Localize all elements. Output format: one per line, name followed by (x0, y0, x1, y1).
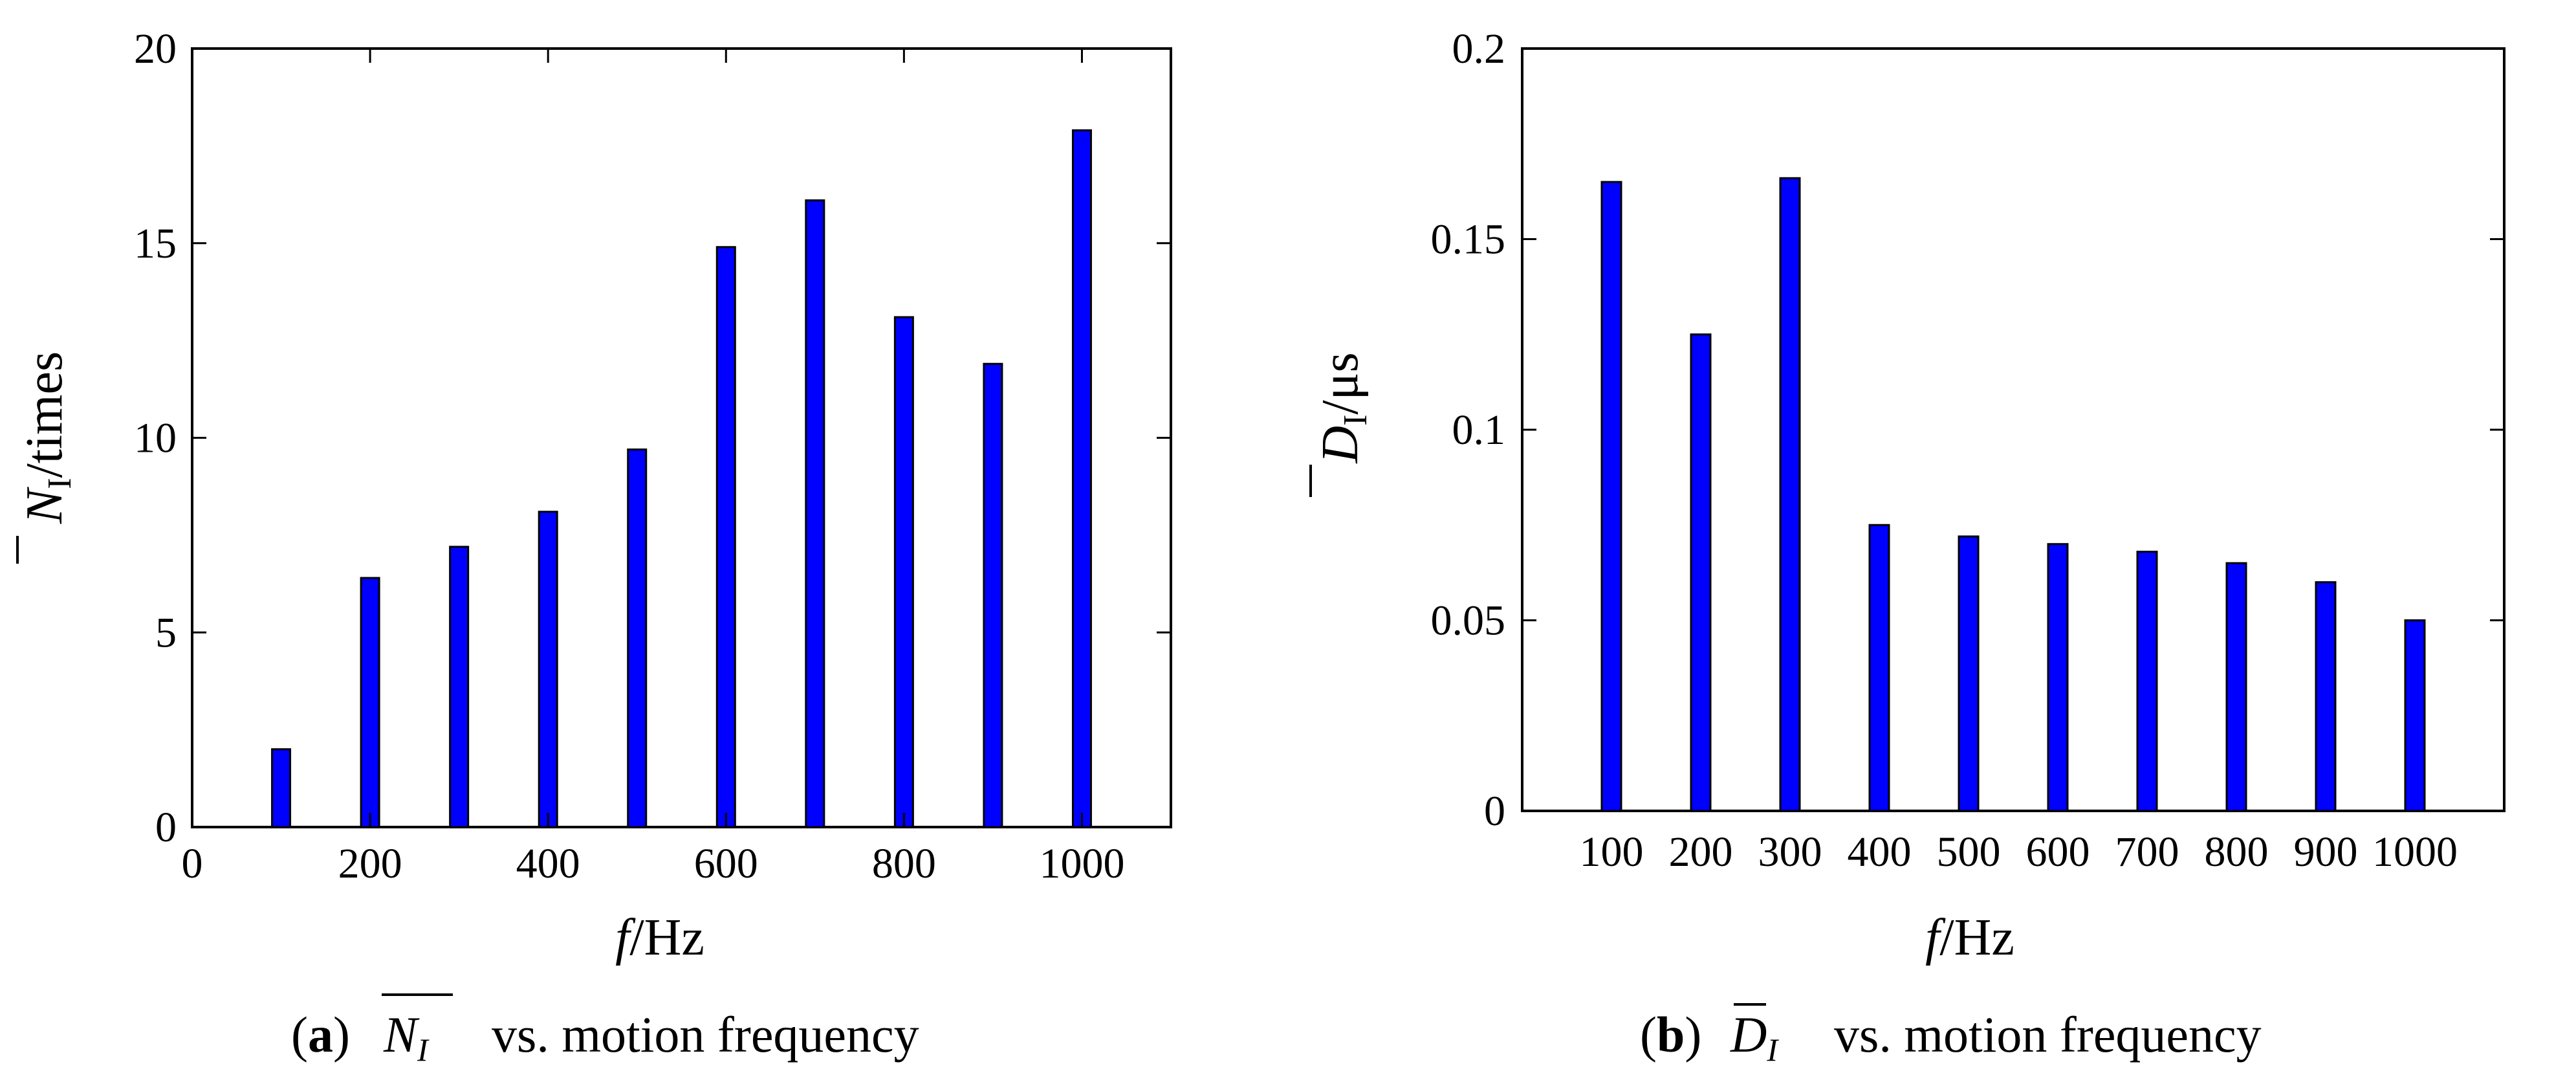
panel-a-bar-800 (893, 316, 914, 828)
panel-a-bar-900 (983, 362, 1003, 828)
panel-a-x-tick-label: 600 (694, 840, 758, 887)
panel-a-y-axis-label: NI/times (16, 351, 78, 564)
panel-b-caption: (b) DI vs. motion frequency (1640, 1003, 2262, 1068)
panel-b-bar-300 (1779, 177, 1801, 812)
panel-a-y-tick-label: 0 (155, 804, 177, 851)
panel-b-x-tick-label: 100 (1580, 828, 1644, 876)
panel-a-x-tick-label: 0 (182, 840, 203, 887)
panel-b-y-label-unit: /μs (1312, 352, 1369, 414)
panel-b-y-tick-label: 0.05 (1431, 597, 1506, 645)
panel-b-bar-900 (2315, 581, 2337, 812)
panel-b-bar-600 (2047, 543, 2069, 812)
panel-a-y-tick-label: 10 (134, 415, 177, 462)
panel-b-y-label-symbol: D (1312, 426, 1369, 464)
panel-b-x-tick-label: 800 (2205, 828, 2269, 876)
svg-text:DI/μs: DI/μs (1312, 352, 1374, 463)
panel-b-x-tick-label: 600 (2026, 828, 2090, 876)
panel-a-bar-400 (538, 511, 558, 828)
panel-b-bar-1000 (2404, 619, 2426, 812)
panel-b-y-tick-label: 0.2 (1452, 25, 1506, 72)
panel-a-y-tick-label: 15 (134, 220, 177, 267)
panel-a-bar-600 (715, 246, 736, 828)
panel-b-x-tick-label: 1000 (2372, 828, 2458, 876)
panel-b-bar-200 (1690, 333, 1712, 812)
panel-b-bar-100 (1600, 181, 1622, 812)
panel-b-x-tick-label: 400 (1848, 828, 1912, 876)
panel-b-y-label-subscript: I (1337, 415, 1374, 426)
panel-b-bar-500 (1958, 535, 1980, 812)
panel-a-bar-700 (805, 199, 825, 828)
panel-a-y-label-subscript: I (41, 478, 78, 489)
panel-a-bar-100 (271, 748, 292, 828)
panel-b-y-axis-label: DI/μs (1309, 352, 1374, 497)
panel-a-x-tick-label: 400 (516, 840, 580, 887)
svg-text:NI/times: NI/times (16, 351, 78, 524)
panel-a-caption: (a) NI vs. motion frequency (291, 993, 919, 1068)
panel-b-bar-400 (1868, 524, 1890, 812)
panel-b-y-tick-label: 0.15 (1431, 216, 1506, 263)
panel-b-x-tick-label: 900 (2294, 828, 2358, 876)
panel-b-bar-800 (2225, 562, 2247, 812)
panel-a-bar-500 (627, 448, 648, 828)
panel-a-x-axis-label: f/Hz (615, 909, 704, 966)
panel-a-plot-frame (191, 47, 1172, 828)
panel-b-x-tick-label: 700 (2115, 828, 2179, 876)
panel-b-x-tick-label: 300 (1758, 828, 1822, 876)
panel-a-y-label-unit: /times (16, 351, 73, 478)
panel-a-y-tick-label: 5 (155, 609, 177, 656)
panel-b-chart: 0 0.05 0.1 0.15 0.2 100 200 300 400 500 600 700 800… (1309, 25, 2505, 1068)
panel-a-bar-200 (360, 577, 380, 828)
panel-b-plot-frame (1521, 47, 2505, 812)
panel-b-y-tick-label: 0 (1484, 788, 1505, 835)
panel-a-y-label-symbol: N (16, 486, 73, 524)
panel-b-x-axis-label: f/Hz (1925, 909, 2014, 966)
panel-b-y-tick-label: 0.1 (1452, 406, 1506, 454)
panel-a-bar-1000 (1071, 129, 1092, 828)
panel-a-x-tick-label: 800 (872, 840, 936, 887)
panel-b-bar-700 (2136, 550, 2158, 812)
panel-a-chart: 0 5 10 15 20 0 200 400 600 800 1000 NI/times f/Hz… (16, 25, 1172, 1068)
panel-b-x-tick-label: 500 (1937, 828, 2001, 876)
panel-a-bar-300 (449, 546, 470, 828)
panel-b-x-tick-label: 200 (1669, 828, 1733, 876)
panel-a-x-tick-label: 1000 (1039, 840, 1124, 887)
panel-a-x-tick-label: 200 (338, 840, 402, 887)
panel-a-y-tick-label: 20 (134, 25, 177, 72)
